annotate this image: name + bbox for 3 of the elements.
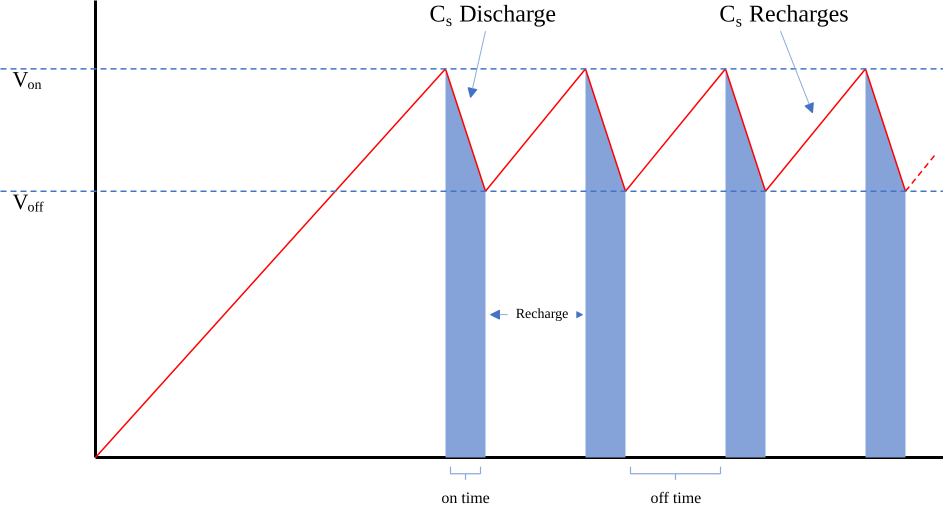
annotation: Recharge <box>516 307 568 322</box>
text: on time <box>441 490 490 507</box>
text: off time <box>650 490 702 507</box>
